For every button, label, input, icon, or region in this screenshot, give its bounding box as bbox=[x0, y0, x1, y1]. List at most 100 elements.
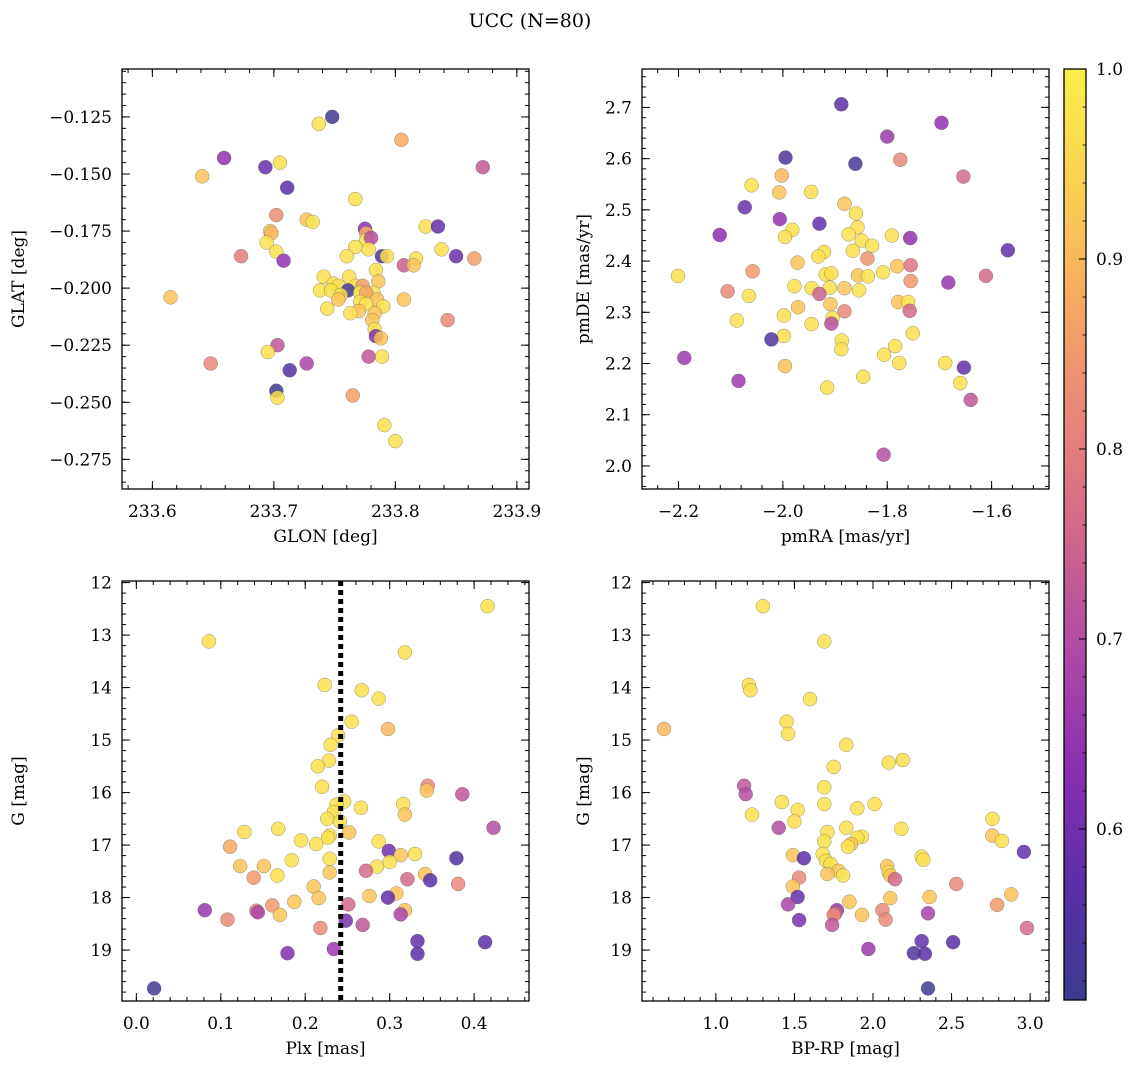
scatter-point bbox=[941, 275, 956, 290]
scatter-point bbox=[197, 902, 213, 918]
y-tick-label: 19 bbox=[610, 941, 632, 961]
scatter-point bbox=[811, 249, 826, 264]
y-tick-label: 13 bbox=[90, 626, 112, 646]
y-tick-label: 15 bbox=[610, 731, 632, 751]
scatter-point bbox=[1004, 887, 1019, 902]
scatter-point bbox=[875, 265, 891, 280]
scatter-point bbox=[864, 238, 880, 253]
scatter-point bbox=[260, 344, 276, 360]
scatter-point bbox=[745, 264, 760, 279]
x-tick-label: 1.0 bbox=[702, 1014, 729, 1034]
scatter-point bbox=[293, 833, 309, 848]
scatter-point bbox=[374, 349, 390, 364]
scatter-point bbox=[876, 447, 891, 462]
scatter-point bbox=[796, 850, 812, 866]
scatter-point bbox=[879, 129, 895, 144]
scatter-point bbox=[400, 871, 415, 887]
scatter-point bbox=[341, 897, 356, 912]
y-tick-label: 17 bbox=[610, 836, 632, 856]
scatter-point bbox=[276, 253, 291, 268]
scatter-point bbox=[817, 834, 832, 849]
scatter-point bbox=[477, 934, 493, 950]
scatter-point bbox=[1000, 243, 1016, 258]
scatter-point bbox=[902, 230, 918, 246]
scatter-point bbox=[802, 691, 818, 707]
scatter-point bbox=[893, 152, 908, 167]
scatter-point bbox=[887, 338, 903, 354]
scatter-point bbox=[323, 737, 338, 753]
y-tick-label: −0.250 bbox=[49, 393, 112, 413]
scatter-point bbox=[842, 894, 857, 910]
scatter-point bbox=[407, 846, 423, 862]
scatter-point bbox=[341, 825, 357, 840]
scatter-point bbox=[848, 206, 864, 221]
colorbar-tick-label: 0.7 bbox=[1096, 630, 1123, 650]
scatter-point bbox=[905, 326, 921, 341]
scatter-point bbox=[860, 251, 875, 266]
scatter-point bbox=[780, 897, 796, 912]
scatter-point bbox=[914, 933, 929, 949]
x-tick-label: −2.0 bbox=[762, 502, 803, 522]
scatter-point bbox=[743, 682, 758, 698]
scatter-point bbox=[393, 847, 408, 863]
scatter-point bbox=[272, 155, 288, 170]
scatter-point bbox=[787, 814, 802, 829]
scatter-point bbox=[371, 834, 386, 849]
scatter-point bbox=[418, 219, 433, 234]
y-tick-label: 19 bbox=[90, 941, 112, 961]
panel-bottom-right: 1.0 1.5 2.0 2.5 3.0 12 13 14 15 16 17 18 19 BP-RP [ma… bbox=[574, 574, 1050, 1059]
panel-top-left: 233.6 233.7 233.8 233.9 −0.125 −0.150 −0.175 −0… bbox=[9, 68, 541, 547]
scatter-point bbox=[803, 184, 819, 200]
scatter-point bbox=[280, 945, 295, 961]
scatter-point bbox=[889, 258, 905, 274]
scatter-point bbox=[362, 888, 377, 904]
scatter-point bbox=[361, 242, 376, 257]
y-tick-label: 13 bbox=[610, 626, 632, 646]
scatter-point bbox=[817, 796, 832, 812]
scatter-point bbox=[771, 185, 787, 200]
y-tick-label: 2.1 bbox=[605, 406, 632, 426]
scatter-point bbox=[771, 820, 786, 836]
scatter-point bbox=[978, 268, 994, 284]
scatter-point bbox=[344, 714, 359, 729]
scatter-point bbox=[440, 312, 455, 328]
y-tick-label: −0.125 bbox=[49, 108, 112, 128]
scatter-point bbox=[887, 871, 903, 887]
scatter-point bbox=[656, 721, 672, 737]
scatter-point bbox=[314, 779, 330, 795]
scatter-point bbox=[720, 284, 735, 299]
scatter-point bbox=[774, 794, 790, 810]
scatter-point bbox=[953, 375, 968, 391]
scatter-point bbox=[779, 714, 794, 729]
scatter-point bbox=[194, 169, 210, 184]
scatter-point bbox=[382, 854, 397, 870]
scatter-point bbox=[320, 301, 335, 316]
scatter-point bbox=[902, 303, 917, 319]
scatter-point bbox=[820, 866, 835, 882]
scatter-point bbox=[826, 759, 841, 775]
scatter-point bbox=[881, 755, 896, 770]
scatter-point bbox=[319, 811, 335, 827]
scatter-point bbox=[712, 227, 727, 243]
scatter-point bbox=[819, 380, 835, 395]
scatter-point bbox=[917, 946, 933, 962]
colorbar-tick-label: 1.0 bbox=[1096, 60, 1123, 80]
scatter-point bbox=[313, 920, 328, 936]
scatter-point bbox=[937, 355, 953, 371]
scatter-point bbox=[1016, 844, 1032, 860]
scatter-point bbox=[804, 316, 819, 332]
scatter-point bbox=[380, 721, 396, 737]
scatter-point bbox=[320, 830, 336, 845]
scatter-point bbox=[855, 369, 871, 385]
scatter-points bbox=[163, 109, 491, 449]
scatter-point bbox=[854, 907, 870, 923]
scatter-point bbox=[146, 981, 162, 996]
scatter-point bbox=[279, 180, 295, 195]
scatter-point bbox=[851, 283, 867, 298]
scatter-point bbox=[824, 316, 839, 331]
scatter-point bbox=[422, 873, 438, 888]
scatter-point bbox=[741, 288, 757, 304]
y-tick-label: −0.200 bbox=[49, 279, 112, 299]
scatter-point bbox=[845, 243, 861, 259]
